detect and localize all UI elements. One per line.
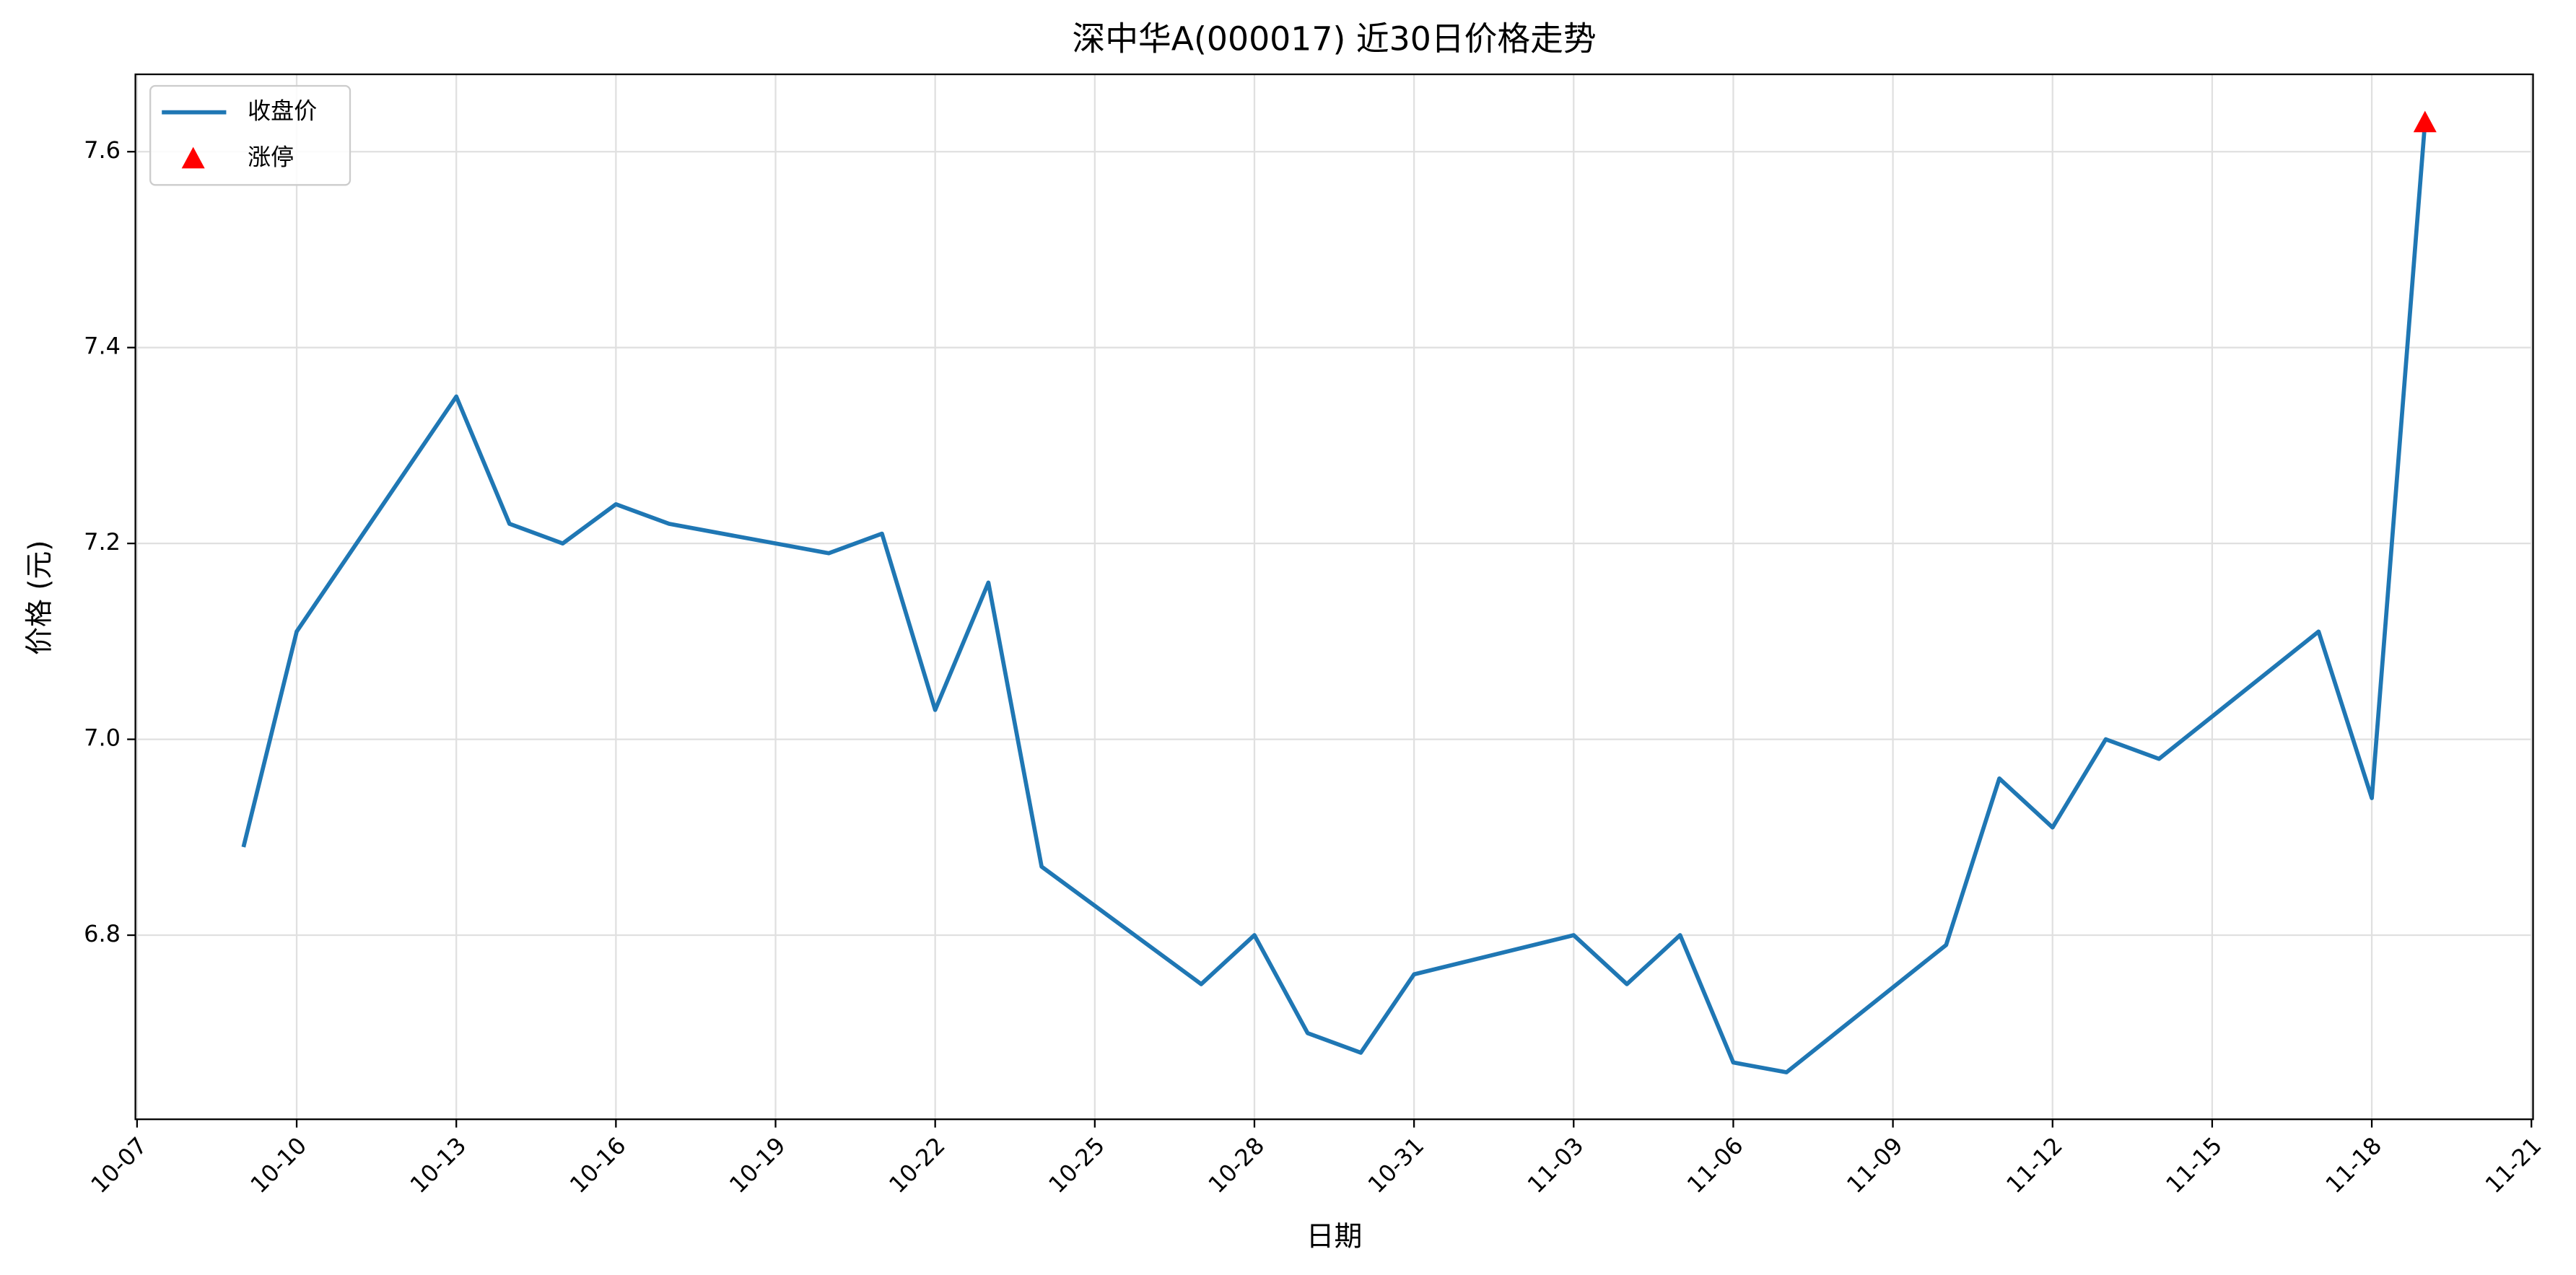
legend-label: 收盘价	[248, 97, 317, 125]
y-tick-label: 7.0	[84, 724, 121, 752]
y-tick-label: 7.4	[84, 333, 121, 360]
plot-frame	[134, 73, 2534, 1121]
y-axis-label: 价格 (元)	[24, 540, 56, 655]
legend-label: 涨停	[248, 144, 294, 171]
legend-marker	[181, 146, 205, 169]
y-tick-label: 6.8	[84, 920, 121, 947]
limit-up-marker	[2413, 110, 2437, 133]
chart-title: 深中华A(000017) 近30日价格走势	[1072, 20, 1596, 58]
x-axis-label: 日期	[1306, 1220, 1363, 1253]
y-tick-label: 7.2	[84, 528, 121, 556]
y-tick-label: 7.6	[84, 136, 121, 164]
price-line	[241, 122, 2427, 1074]
